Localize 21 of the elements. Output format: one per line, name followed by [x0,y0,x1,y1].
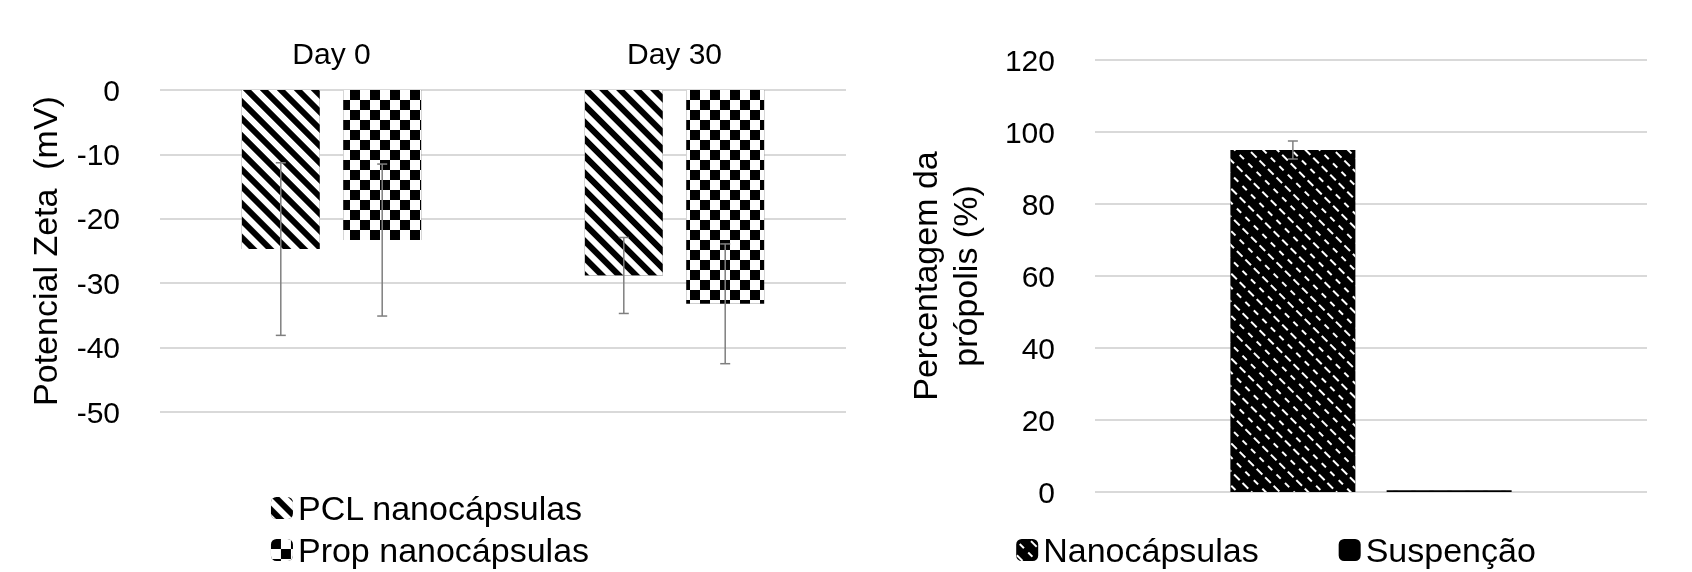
x-tick-label: Day 0 [292,36,371,70]
x-tick-label: Day 30 [626,36,723,70]
y-axis-title: Percentagem da própolis (%) [906,151,984,401]
y-tick-label: 20 [1021,403,1055,437]
y-tick-label: -50 [76,395,120,429]
legend-label: Nanocápsulas [1043,531,1259,569]
y-tick-label: -20 [76,202,120,236]
legend-label: Prop nanocápsulas [297,531,590,569]
y-tick-label: 0 [1038,475,1055,509]
y-tick-label: -30 [76,266,120,300]
y-tick-label: 0 [103,73,120,107]
y-axis-title: Potencial Zeta (mV) [26,96,64,406]
y-tick-label: 120 [1004,43,1055,77]
y-tick-label: 60 [1021,259,1055,293]
legend-label: Suspenção [1365,531,1536,569]
y-tick-label: -10 [76,137,120,171]
y-tick-label: -40 [76,331,120,365]
y-tick-label: 80 [1021,187,1055,221]
legend-label: PCL nanocápsulas [297,489,583,527]
y-tick-label: 40 [1021,331,1055,365]
y-tick-label: 100 [1004,115,1055,149]
